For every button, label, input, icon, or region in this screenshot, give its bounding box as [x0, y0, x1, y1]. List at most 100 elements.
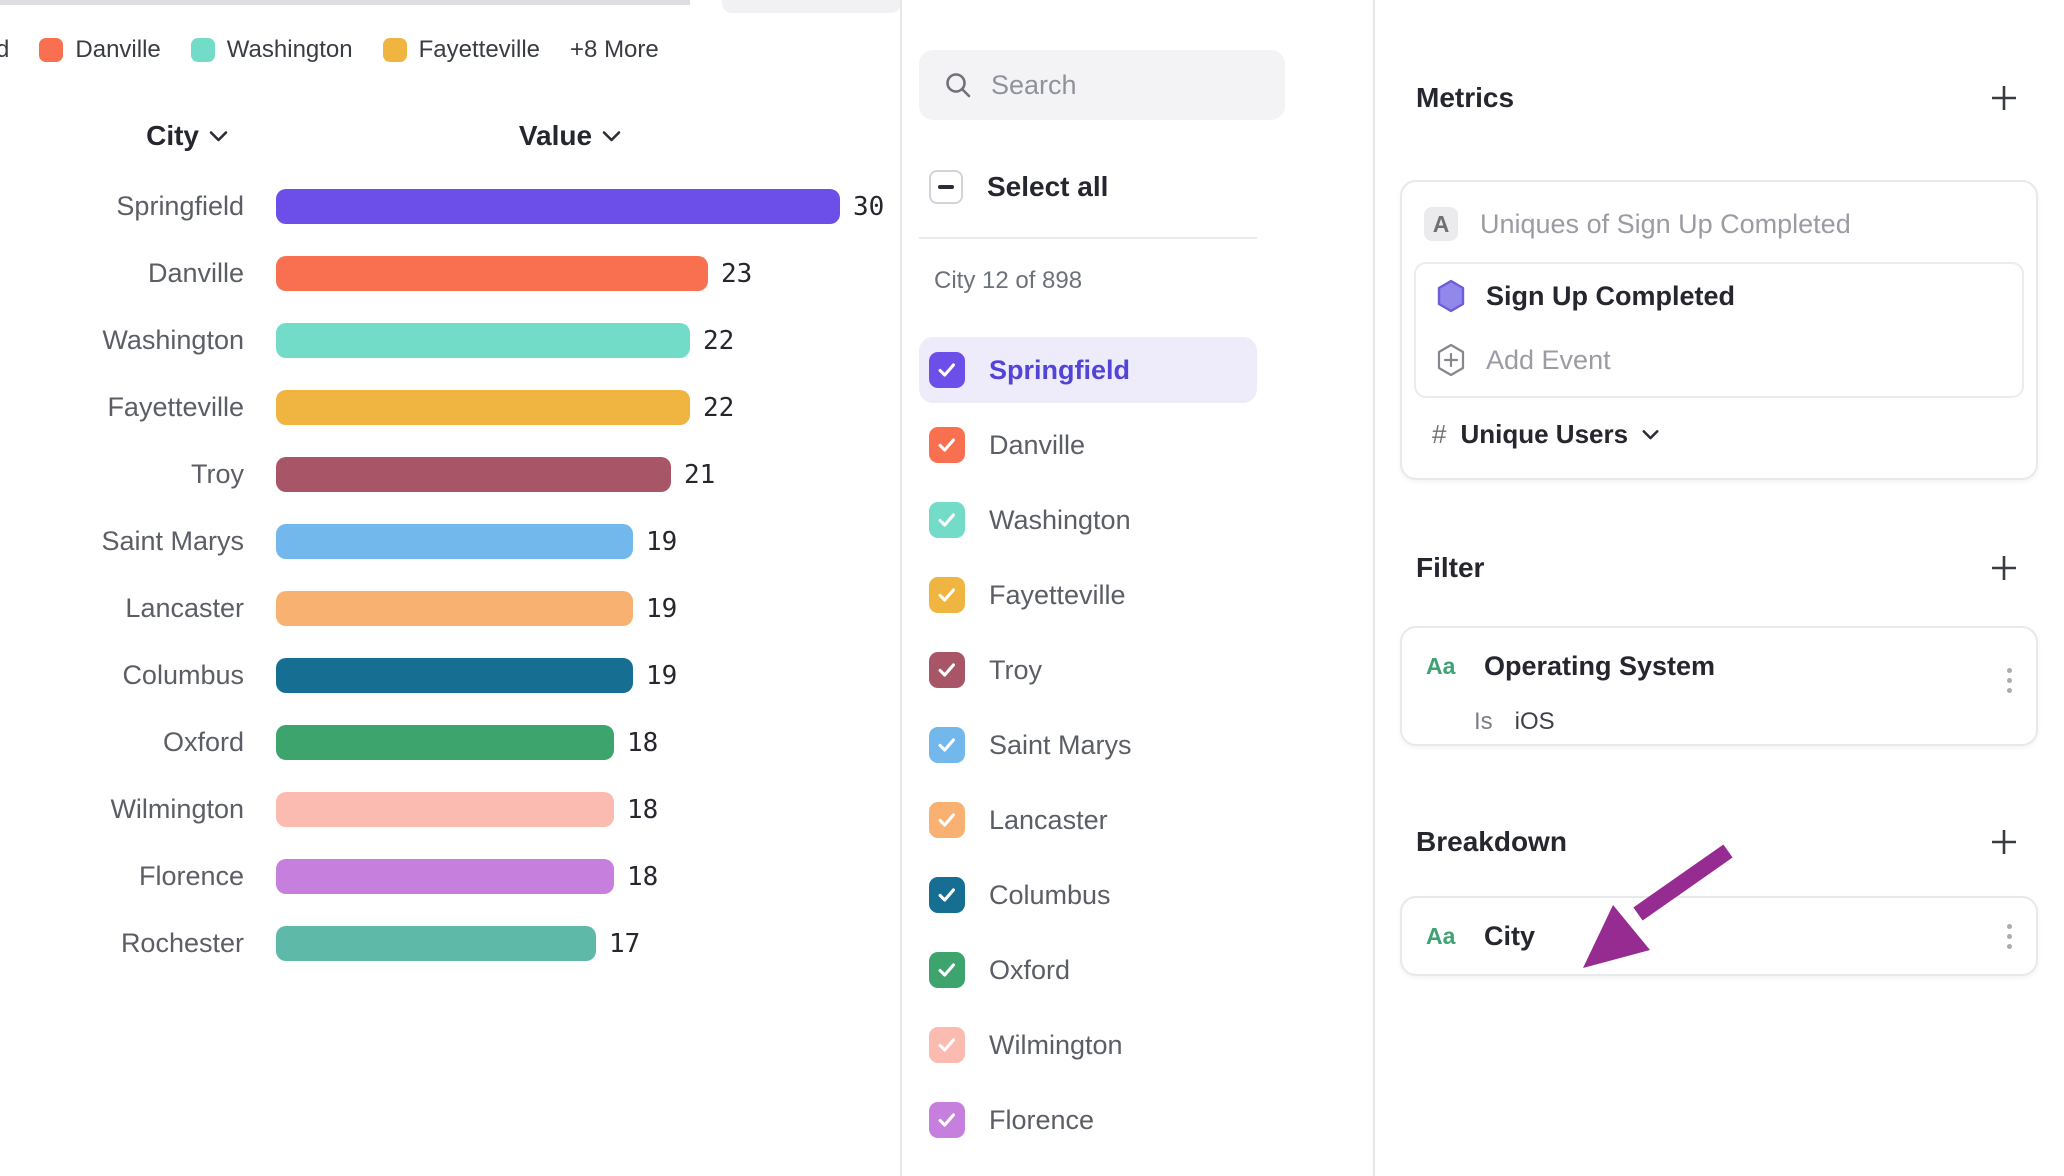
city-list-item[interactable]: Washington: [919, 487, 1257, 553]
breakdown-property-row[interactable]: Aa City: [1402, 898, 2036, 974]
bar[interactable]: [276, 524, 633, 559]
bar[interactable]: [276, 323, 690, 358]
legend-label: Washington: [226, 36, 353, 63]
bar[interactable]: [276, 725, 614, 760]
checkmark-icon: [938, 588, 955, 602]
metrics-title: Metrics: [1416, 82, 1515, 113]
filter-condition-row[interactable]: Is iOS: [1474, 708, 1555, 736]
city-list-item[interactable]: Wilmington: [919, 1012, 1257, 1078]
column-header-value[interactable]: Value: [480, 120, 660, 152]
bar[interactable]: [276, 658, 633, 693]
bar[interactable]: [276, 591, 633, 626]
bar-category-label: Wilmington: [110, 794, 244, 824]
bar[interactable]: [276, 859, 614, 894]
city-list-item[interactable]: Rochester: [919, 1162, 1257, 1176]
city-checkbox[interactable]: [929, 1027, 965, 1063]
bar[interactable]: [276, 457, 671, 492]
top-active-tab[interactable]: [722, 0, 901, 13]
legend-more-button[interactable]: +8 More: [570, 36, 659, 63]
city-list: Springfield Danville Washington: [919, 337, 1373, 1176]
checkmark-icon: [938, 438, 955, 452]
bar-category-label: Danville: [147, 258, 244, 288]
city-checkbox[interactable]: [929, 877, 965, 913]
metrics-header: Metrics: [1416, 78, 2019, 118]
search-icon: [946, 73, 971, 98]
city-selector-panel: Search Select all City 12 of 898 Springf…: [900, 0, 1375, 1176]
city-checkbox[interactable]: [929, 502, 965, 538]
chart-legend: Springfield Danville Washington Fayettev…: [0, 36, 659, 64]
filter-property-row[interactable]: Aa Operating System: [1426, 646, 1715, 686]
metric-summary-row[interactable]: A Uniques of Sign Up Completed: [1424, 204, 1851, 244]
legend-swatch-icon: [39, 38, 64, 62]
city-list-item[interactable]: Florence: [919, 1087, 1257, 1153]
breakdown-card[interactable]: Aa City: [1400, 896, 2038, 976]
bar[interactable]: [276, 189, 840, 224]
search-input[interactable]: Search: [919, 50, 1285, 120]
event-hexagon-icon: [1437, 279, 1465, 313]
chart-row: Wilmington 18: [0, 776, 900, 843]
bar[interactable]: [276, 792, 614, 827]
city-list-item[interactable]: Troy: [919, 637, 1257, 703]
measure-dropdown[interactable]: # Unique Users: [1432, 418, 1659, 450]
bar[interactable]: [276, 390, 690, 425]
property-type-icon: Aa: [1426, 922, 1456, 949]
chart-row: Lancaster 19: [0, 575, 900, 642]
city-list-item[interactable]: Columbus: [919, 862, 1257, 928]
checkmark-icon: [938, 363, 955, 377]
bar-category-label: Lancaster: [125, 593, 244, 623]
legend-item[interactable]: Washington: [190, 36, 353, 64]
city-item-label: Lancaster: [989, 804, 1108, 835]
add-event-row[interactable]: Add Event: [1436, 340, 1611, 380]
filter-title: Filter: [1416, 552, 1485, 583]
select-all-row[interactable]: Select all: [919, 169, 1373, 205]
chart-row: Springfield 30: [0, 173, 900, 240]
filter-card[interactable]: Aa Operating System Is iOS: [1400, 626, 2038, 746]
legend-item[interactable]: Danville: [39, 36, 161, 64]
breakdown-property-name: City: [1484, 920, 1536, 951]
bar-category-label: Columbus: [122, 660, 244, 690]
event-row[interactable]: Sign Up Completed: [1436, 276, 1735, 316]
kebab-menu-icon[interactable]: [2007, 668, 2012, 693]
city-checkbox[interactable]: [929, 427, 965, 463]
select-all-checkbox[interactable]: [929, 170, 963, 204]
city-list-item[interactable]: Saint Marys: [919, 712, 1257, 778]
chart-row: Fayetteville 22: [0, 374, 900, 441]
filter-header: Filter: [1416, 548, 2019, 588]
city-checkbox[interactable]: [929, 1102, 965, 1138]
bar[interactable]: [276, 256, 708, 291]
city-checkbox[interactable]: [929, 727, 965, 763]
city-list-item[interactable]: Danville: [919, 412, 1257, 478]
city-checkbox[interactable]: [929, 952, 965, 988]
add-event-hexagon-icon: [1437, 343, 1465, 377]
city-item-label: Florence: [989, 1104, 1095, 1135]
add-event-label: Add Event: [1486, 344, 1611, 375]
filter-property-name: Operating System: [1484, 650, 1716, 681]
city-list-item[interactable]: Springfield: [919, 337, 1257, 403]
city-checkbox[interactable]: [929, 652, 965, 688]
city-checkbox[interactable]: [929, 802, 965, 838]
filter-value: iOS: [1514, 708, 1555, 735]
bar-value-label: 21: [684, 459, 716, 490]
city-list-item[interactable]: Fayetteville: [919, 562, 1257, 628]
legend-item[interactable]: Fayetteville: [382, 36, 540, 64]
metric-card[interactable]: A Uniques of Sign Up Completed Sign Up C…: [1400, 180, 2038, 480]
column-header-city[interactable]: City: [0, 120, 228, 152]
chart-row: Columbus 19: [0, 642, 900, 709]
add-metric-icon[interactable]: [1989, 83, 2019, 113]
kebab-menu-icon[interactable]: [2007, 924, 2012, 949]
city-checkbox[interactable]: [929, 352, 965, 388]
city-checkbox[interactable]: [929, 577, 965, 613]
bar[interactable]: [276, 926, 596, 961]
event-name: Sign Up Completed: [1486, 280, 1735, 311]
chart-row: Florence 18: [0, 843, 900, 910]
checkmark-icon: [938, 1113, 955, 1127]
add-breakdown-icon[interactable]: [1989, 827, 2019, 857]
checkmark-icon: [938, 513, 955, 527]
bar-value-label: 18: [627, 794, 659, 825]
legend-item[interactable]: Springfield: [0, 36, 9, 64]
add-filter-icon[interactable]: [1989, 553, 2019, 583]
city-list-item[interactable]: Lancaster: [919, 787, 1257, 853]
city-list-item[interactable]: Oxford: [919, 937, 1257, 1003]
bar-category-label: Troy: [191, 459, 244, 489]
